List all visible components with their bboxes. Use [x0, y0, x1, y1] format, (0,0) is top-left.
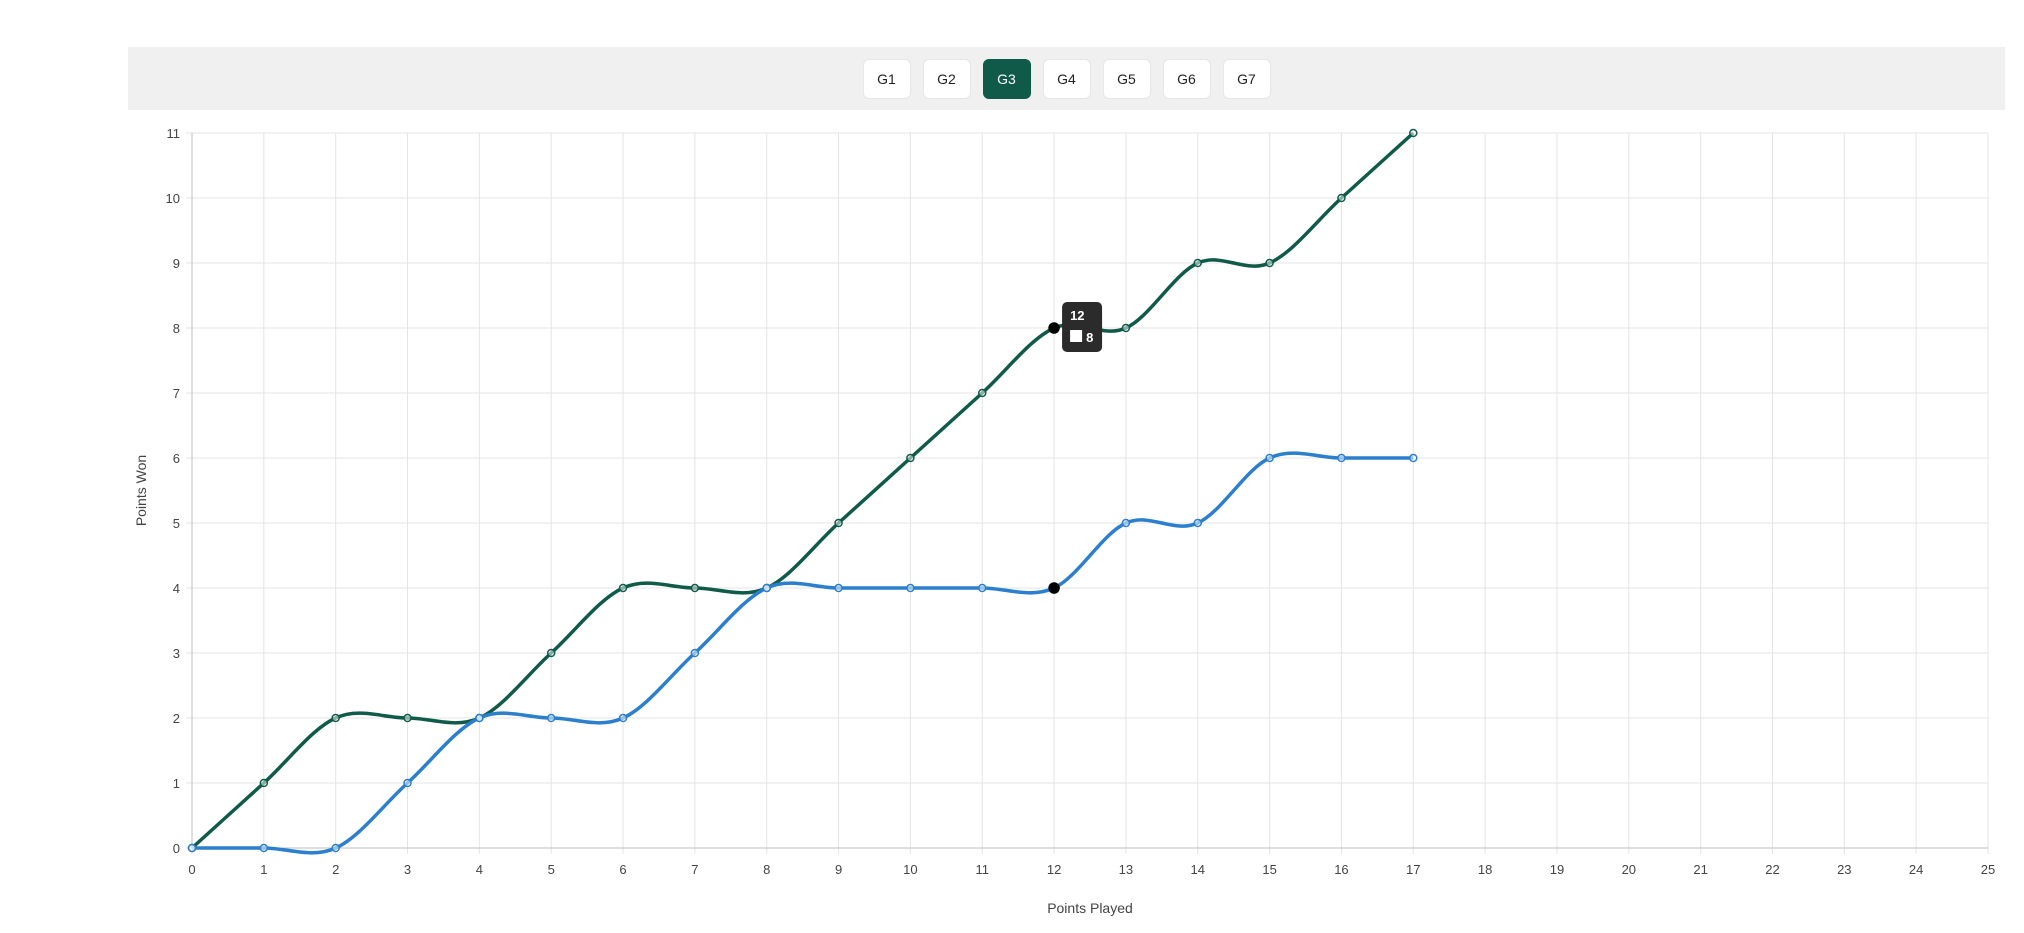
x-tick-label: 7	[691, 862, 698, 877]
x-tick-label: 8	[763, 862, 770, 877]
y-tick-label: 0	[173, 841, 180, 856]
x-axis-label: Points Played	[1047, 900, 1133, 916]
x-tick-label: 19	[1550, 862, 1564, 877]
data-point[interactable]	[1337, 193, 1346, 203]
x-tick-label: 0	[188, 862, 195, 877]
tooltip-title: 12	[1070, 308, 1084, 323]
data-point[interactable]	[1409, 128, 1418, 138]
x-tick-label: 24	[1909, 862, 1923, 877]
data-point[interactable]	[1193, 518, 1203, 528]
x-tick-label: 20	[1622, 862, 1636, 877]
chart-axes	[191, 133, 1988, 849]
data-point[interactable]	[403, 713, 412, 723]
tooltip-color-swatch	[1070, 330, 1083, 342]
data-point[interactable]	[690, 648, 700, 658]
y-tick-label: 10	[166, 191, 180, 206]
x-tick-label: 10	[903, 862, 917, 877]
data-point[interactable]	[1265, 258, 1274, 268]
y-tick-label: 7	[173, 386, 180, 401]
data-point[interactable]	[1193, 258, 1203, 268]
data-point[interactable]	[475, 713, 484, 723]
data-point[interactable]	[618, 713, 628, 723]
x-tick-label: 15	[1262, 862, 1276, 877]
y-tick-label: 2	[173, 711, 180, 726]
game-tab-g6[interactable]: G6	[1162, 58, 1211, 99]
y-tick-label: 3	[173, 646, 180, 661]
hover-tooltip: 12 8	[1062, 302, 1103, 352]
game-tab-g7[interactable]: G7	[1222, 58, 1271, 99]
series-lines	[190, 131, 1415, 855]
x-tick-label: 21	[1693, 862, 1707, 877]
x-tick-label: 9	[835, 862, 842, 877]
y-tick-label: 8	[173, 321, 180, 336]
game-tab-bar: G1 G2 G3 G4 G5 G6 G7	[128, 47, 2005, 110]
game-tab-g3[interactable]: G3	[982, 58, 1031, 99]
x-tick-label: 17	[1406, 862, 1420, 877]
game-tab-g1[interactable]: G1	[862, 58, 911, 99]
x-tick-label: 16	[1334, 862, 1348, 877]
y-tick-label: 11	[167, 126, 181, 141]
y-tick-label: 4	[173, 581, 180, 596]
x-tick-label: 4	[476, 862, 483, 877]
data-point[interactable]	[331, 843, 340, 853]
x-tick-label: 5	[548, 862, 555, 877]
data-point[interactable]	[977, 388, 987, 398]
data-point[interactable]	[403, 778, 412, 788]
x-tick-label: 23	[1837, 862, 1851, 877]
data-point[interactable]	[546, 648, 556, 658]
x-tick-label: 12	[1047, 862, 1061, 877]
x-tick-label: 6	[619, 862, 626, 877]
data-point[interactable]	[187, 843, 197, 853]
data-point[interactable]	[906, 583, 915, 593]
x-tick-label: 3	[404, 862, 411, 877]
data-point[interactable]	[618, 583, 628, 593]
data-point[interactable]	[1121, 323, 1131, 333]
x-tick-label: 11	[975, 862, 989, 877]
data-point[interactable]	[906, 453, 915, 463]
y-axis-label: Points Won	[133, 455, 149, 526]
x-tick-label: 1	[260, 862, 267, 877]
data-point[interactable]	[834, 583, 843, 593]
data-point[interactable]	[331, 713, 340, 723]
y-tick-label: 1	[173, 776, 180, 791]
game-tab-g5[interactable]: G5	[1102, 58, 1151, 99]
game-tab-g2[interactable]: G2	[922, 58, 971, 99]
data-point[interactable]	[1409, 453, 1418, 463]
x-tick-label: 22	[1765, 862, 1779, 877]
x-tick-label: 13	[1119, 862, 1133, 877]
data-point[interactable]	[259, 778, 269, 788]
x-tick-label: 14	[1191, 862, 1205, 877]
data-point[interactable]	[834, 518, 843, 528]
game-tab-g4[interactable]: G4	[1042, 58, 1091, 99]
x-tick-label: 18	[1478, 862, 1492, 877]
y-tick-labels: 0 1 2 3 4 5 6 7 8 9 10 11	[166, 126, 180, 856]
tooltip-value: 8	[1086, 330, 1093, 345]
data-point[interactable]	[1048, 582, 1060, 594]
x-tick-label: 25	[1981, 862, 1995, 877]
data-point[interactable]	[1265, 453, 1274, 463]
data-point[interactable]	[1048, 322, 1060, 334]
data-point[interactable]	[1121, 518, 1131, 528]
data-point[interactable]	[546, 713, 556, 723]
data-point[interactable]	[762, 583, 771, 593]
y-tick-label: 6	[173, 451, 180, 466]
data-point[interactable]	[1337, 453, 1346, 463]
series-points	[187, 128, 1418, 853]
series-line-1	[190, 131, 1415, 850]
data-point[interactable]	[690, 583, 700, 593]
y-tick-label: 5	[173, 516, 180, 531]
y-tick-label: 9	[173, 256, 180, 271]
data-point[interactable]	[977, 583, 987, 593]
x-tick-labels: 0 1 2 3 4 5 6 7 8 9 10 11 12 13 14 15 16 17 18 19 20 21 22 23 24…	[188, 862, 1995, 877]
data-point[interactable]	[259, 843, 269, 853]
x-tick-label: 2	[332, 862, 339, 877]
chart-grid	[186, 132, 1989, 854]
